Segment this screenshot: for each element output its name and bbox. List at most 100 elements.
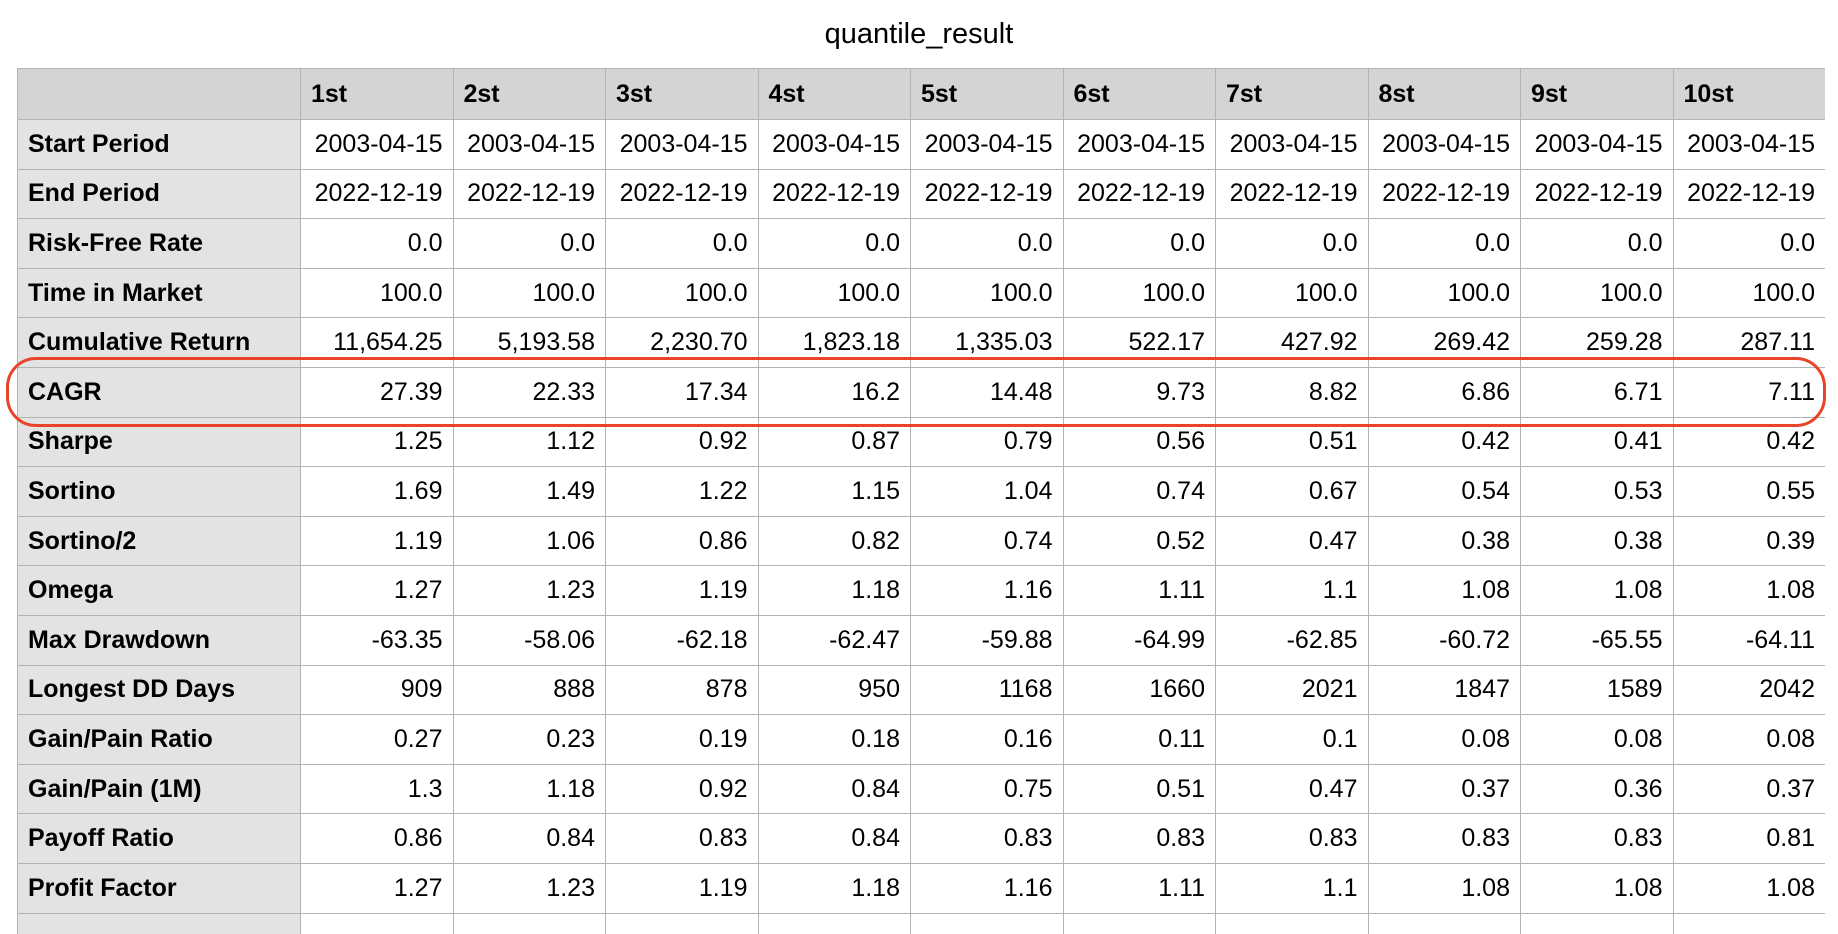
table-cell[interactable]: 100.0 xyxy=(910,267,1064,319)
table-cell[interactable]: 950 xyxy=(757,664,911,716)
table-cell[interactable]: 1.3 xyxy=(300,763,454,815)
column-header[interactable]: 5st xyxy=(910,68,1064,120)
table-cell[interactable] xyxy=(1062,912,1216,934)
table-cell[interactable]: 0.18 xyxy=(757,714,911,765)
table-cell[interactable]: 0.0 xyxy=(452,218,606,269)
table-cell[interactable]: 2003-04-15 xyxy=(1062,119,1216,170)
table-cell[interactable]: 1.08 xyxy=(1672,862,1825,914)
row-header[interactable]: Max Drawdown xyxy=(17,614,301,666)
table-cell[interactable]: 0.83 xyxy=(910,813,1064,864)
table-cell[interactable]: 1.08 xyxy=(1520,862,1674,914)
table-cell[interactable]: 909 xyxy=(300,664,454,716)
table-cell[interactable]: 2022-12-19 xyxy=(452,168,606,220)
table-cell[interactable]: 0.39 xyxy=(1672,515,1825,567)
table-cell[interactable]: 1.18 xyxy=(757,862,911,914)
table-cell[interactable] xyxy=(1367,912,1521,934)
table-cell[interactable]: 2003-04-15 xyxy=(757,119,911,170)
table-cell[interactable]: 1.19 xyxy=(605,565,759,616)
table-cell[interactable]: 0.08 xyxy=(1367,714,1521,765)
row-header[interactable] xyxy=(17,912,301,934)
table-cell[interactable]: 0.82 xyxy=(757,515,911,567)
table-cell[interactable]: 1.16 xyxy=(910,862,1064,914)
table-cell[interactable]: 1.23 xyxy=(452,862,606,914)
table-cell[interactable]: 1.08 xyxy=(1367,862,1521,914)
table-cell[interactable]: 5,193.58 xyxy=(452,317,606,368)
table-cell[interactable]: 878 xyxy=(605,664,759,716)
table-cell[interactable]: 0.38 xyxy=(1367,515,1521,567)
table-cell[interactable]: 1.08 xyxy=(1672,565,1825,616)
table-cell[interactable]: 0.0 xyxy=(300,218,454,269)
table-cell[interactable]: -65.55 xyxy=(1520,614,1674,666)
table-cell[interactable]: 7.11 xyxy=(1672,366,1825,418)
table-cell[interactable]: 427.92 xyxy=(1215,317,1369,368)
table-cell[interactable]: 100.0 xyxy=(1215,267,1369,319)
table-cell[interactable]: 0.11 xyxy=(1062,714,1216,765)
table-cell[interactable]: 0.53 xyxy=(1520,466,1674,517)
table-cell[interactable]: 1.11 xyxy=(1062,862,1216,914)
column-header[interactable]: 10st xyxy=(1672,68,1825,120)
row-header[interactable]: Time in Market xyxy=(17,267,301,319)
table-cell[interactable]: 2042 xyxy=(1672,664,1825,716)
table-cell[interactable]: 0.27 xyxy=(300,714,454,765)
table-cell[interactable]: 2003-04-15 xyxy=(1672,119,1825,170)
table-cell[interactable]: 0.36 xyxy=(1520,763,1674,815)
table-cell[interactable] xyxy=(1672,912,1825,934)
table-cell[interactable]: 1589 xyxy=(1520,664,1674,716)
row-header[interactable]: Gain/Pain Ratio xyxy=(17,714,301,765)
table-cell[interactable]: 0.79 xyxy=(910,416,1064,468)
table-cell[interactable]: 8.82 xyxy=(1215,366,1369,418)
table-cell[interactable]: 0.74 xyxy=(1062,466,1216,517)
row-header[interactable]: Cumulative Return xyxy=(17,317,301,368)
table-cell[interactable]: 0.37 xyxy=(1672,763,1825,815)
table-cell[interactable]: 1168 xyxy=(910,664,1064,716)
table-cell[interactable]: 1.25 xyxy=(300,416,454,468)
table-cell[interactable]: 0.08 xyxy=(1672,714,1825,765)
table-cell[interactable]: 2003-04-15 xyxy=(910,119,1064,170)
table-cell[interactable]: 0.0 xyxy=(1062,218,1216,269)
table-cell[interactable]: 0.92 xyxy=(605,416,759,468)
table-cell[interactable]: 0.86 xyxy=(300,813,454,864)
table-cell[interactable]: 2,230.70 xyxy=(605,317,759,368)
column-header[interactable]: 3st xyxy=(605,68,759,120)
table-cell[interactable]: 14.48 xyxy=(910,366,1064,418)
row-header[interactable]: CAGR xyxy=(17,366,301,418)
row-header[interactable]: Start Period xyxy=(17,119,301,170)
table-cell[interactable]: 0.83 xyxy=(1062,813,1216,864)
table-cell[interactable]: 1.18 xyxy=(452,763,606,815)
table-cell[interactable]: 0.0 xyxy=(1215,218,1369,269)
row-header[interactable]: Longest DD Days xyxy=(17,664,301,716)
column-header[interactable]: 1st xyxy=(300,68,454,120)
table-cell[interactable]: 1.22 xyxy=(605,466,759,517)
table-cell[interactable]: 22.33 xyxy=(452,366,606,418)
table-cell[interactable] xyxy=(910,912,1064,934)
table-cell[interactable]: 0.0 xyxy=(605,218,759,269)
table-cell[interactable]: 0.83 xyxy=(1520,813,1674,864)
table-cell[interactable]: 2003-04-15 xyxy=(605,119,759,170)
table-cell[interactable] xyxy=(452,912,606,934)
table-cell[interactable]: -62.47 xyxy=(757,614,911,666)
table-cell[interactable] xyxy=(300,912,454,934)
table-cell[interactable]: 16.2 xyxy=(757,366,911,418)
table-cell[interactable]: 0.41 xyxy=(1520,416,1674,468)
table-cell[interactable]: 1.27 xyxy=(300,565,454,616)
row-header[interactable]: Payoff Ratio xyxy=(17,813,301,864)
table-cell[interactable]: 100.0 xyxy=(300,267,454,319)
table-cell[interactable]: 1,335.03 xyxy=(910,317,1064,368)
row-header[interactable]: Gain/Pain (1M) xyxy=(17,763,301,815)
table-cell[interactable]: 6.71 xyxy=(1520,366,1674,418)
table-cell[interactable]: 0.92 xyxy=(605,763,759,815)
table-cell[interactable]: 100.0 xyxy=(1520,267,1674,319)
table-cell[interactable]: 2022-12-19 xyxy=(605,168,759,220)
table-cell[interactable]: 0.08 xyxy=(1520,714,1674,765)
table-cell[interactable]: -59.88 xyxy=(910,614,1064,666)
table-cell[interactable]: 0.52 xyxy=(1062,515,1216,567)
column-header[interactable]: 8st xyxy=(1367,68,1521,120)
column-header[interactable]: 4st xyxy=(757,68,911,120)
table-cell[interactable]: 0.19 xyxy=(605,714,759,765)
table-cell[interactable]: 0.86 xyxy=(605,515,759,567)
table-cell[interactable]: 0.38 xyxy=(1520,515,1674,567)
table-cell[interactable]: -58.06 xyxy=(452,614,606,666)
table-cell[interactable]: 2022-12-19 xyxy=(1520,168,1674,220)
table-cell[interactable]: -62.18 xyxy=(605,614,759,666)
table-cell[interactable]: 0.0 xyxy=(1672,218,1825,269)
